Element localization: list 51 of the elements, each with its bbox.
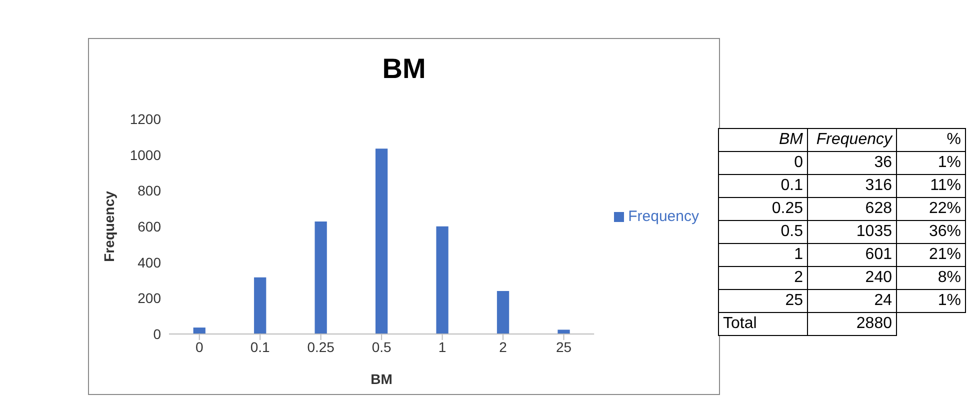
y-tick-label: 0 <box>153 326 162 342</box>
text: 36 <box>808 152 896 174</box>
text: 0 <box>718 152 808 174</box>
text: 2 <box>718 266 808 290</box>
text: 1% <box>896 152 966 174</box>
x-axis-title: BM <box>370 371 392 387</box>
text: 0.1 <box>718 174 808 198</box>
text: 628 <box>808 198 896 220</box>
text: 316 <box>808 174 896 198</box>
text: 22% <box>896 198 966 220</box>
text: 1% <box>896 290 966 312</box>
bar <box>254 277 266 334</box>
y-tick-label: 200 <box>138 290 162 306</box>
x-tick-label: 0 <box>195 338 204 355</box>
y-tick-label: 800 <box>138 182 162 199</box>
text: 8% <box>896 266 966 290</box>
text: 25 <box>718 290 808 312</box>
legend-label: Frequency <box>628 208 699 225</box>
text: BM <box>718 128 808 152</box>
text: % <box>896 128 966 152</box>
chart-title: BM <box>381 53 427 85</box>
text: 601 <box>808 244 896 266</box>
bar <box>375 148 388 334</box>
text: 0.25 <box>718 198 808 220</box>
text: 1 <box>718 244 808 266</box>
x-tick-label: 0.25 <box>307 338 335 355</box>
y-tick-label: 1200 <box>130 110 162 127</box>
bar <box>436 226 448 334</box>
text: 0.5 <box>718 220 808 244</box>
text: 21% <box>896 244 966 266</box>
x-tick-label: 0.1 <box>250 338 270 355</box>
text: 24 <box>808 290 896 312</box>
text: 36% <box>896 220 966 244</box>
bar <box>314 221 327 334</box>
x-tick-label: 1 <box>438 338 446 355</box>
bar <box>558 330 570 334</box>
y-axis-title: Frequency <box>100 190 117 262</box>
y-tick-label: 600 <box>138 218 162 234</box>
x-tick-label: 25 <box>556 338 572 355</box>
y-tick-label: 1000 <box>130 146 162 163</box>
x-tick-label: 2 <box>499 338 508 355</box>
text: 2880 <box>808 312 896 336</box>
y-tick-label: 400 <box>138 254 162 270</box>
bar <box>496 291 510 334</box>
text: 11% <box>896 174 966 198</box>
x-tick-label: 0.5 <box>372 338 392 355</box>
bar <box>193 328 206 334</box>
text: Frequency <box>808 128 896 152</box>
text: 240 <box>808 266 896 290</box>
text: 1035 <box>808 220 896 244</box>
text: Total <box>718 312 808 336</box>
